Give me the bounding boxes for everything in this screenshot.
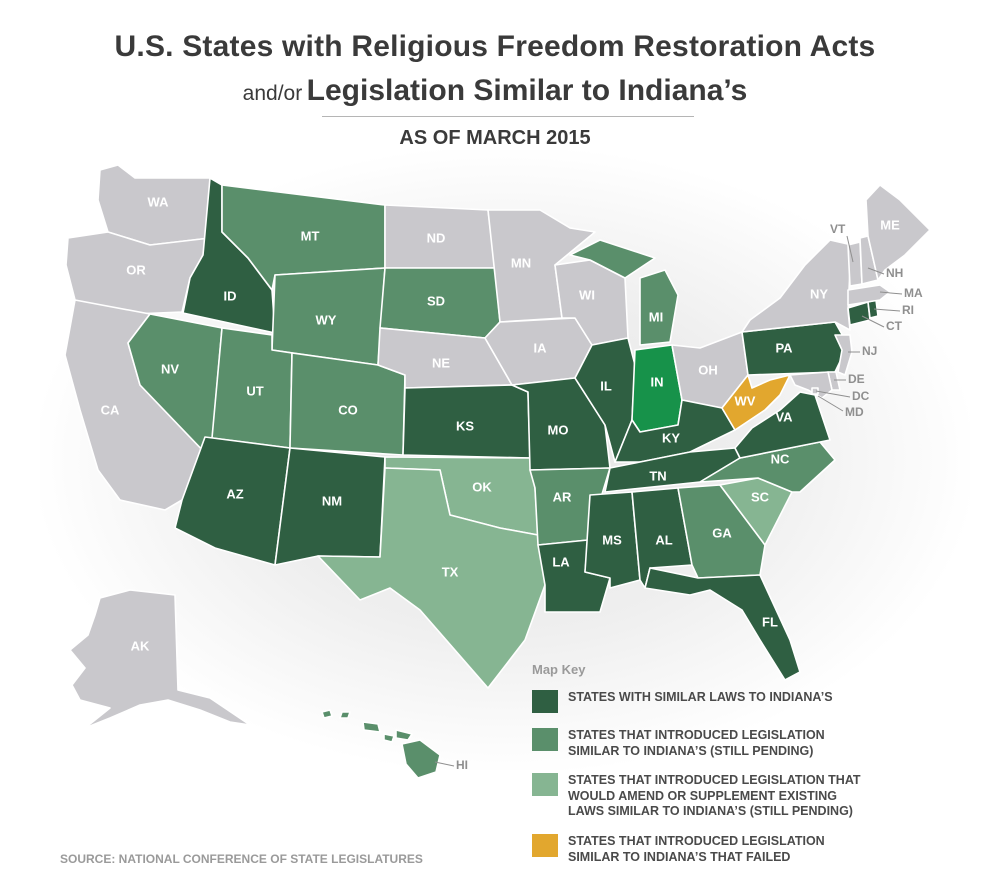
leader-line-vt [846,235,854,263]
state-va[interactable] [734,391,831,459]
state-ny[interactable] [741,239,853,333]
state-label-ri: RI [902,303,914,317]
state-label-sc: SC [751,489,770,504]
state-label-nj: NJ [862,344,877,358]
state-label-tx: TX [442,564,459,579]
state-ma[interactable] [847,284,891,306]
key-label: STATES THAT INTRODUCED LEGISLATION THAT … [568,773,861,818]
state-label-nv: NV [161,361,179,376]
leader-line-ri [873,308,901,312]
key-label: STATES THAT INTRODUCED LEGISLATION SIMIL… [568,834,825,864]
map-title: U.S. States with Religious Freedom Resto… [114,30,876,63]
state-label-nm: NM [322,493,342,508]
state-label-sd: SD [427,293,445,308]
key-swatch [532,690,558,713]
state-label-ks: KS [456,418,474,433]
state-label-md: MD [845,405,864,419]
key-swatch [532,773,558,796]
key-item: STATES THAT INTRODUCED LEGISLATION SIMIL… [532,728,918,759]
state-label-nd: ND [427,230,446,245]
state-label-ms: MS [602,532,622,547]
state-label-mo: MO [548,422,569,437]
state-label-co: CO [338,402,358,417]
state-label-nc: NC [771,451,790,466]
state-tx[interactable] [317,467,546,689]
state-label-wi: WI [579,287,595,302]
state-label-de: DE [848,372,865,386]
state-label-or: OR [126,262,146,277]
state-label-ca: CA [101,402,120,417]
state-ct[interactable] [847,301,871,326]
state-label-pa: PA [775,340,793,355]
state-label-hi: HI [456,758,468,772]
title-divider [322,116,694,117]
leader-line-md [817,395,844,412]
state-label-wy: WY [316,312,337,327]
key-item: STATES THAT INTRODUCED LEGISLATION SIMIL… [532,834,918,865]
leader-line-hi [434,761,455,767]
state-label-ky: KY [662,430,680,445]
state-label-mi: MI [649,309,663,324]
state-label-va: VA [775,409,793,424]
key-swatch [532,728,558,751]
title-main: Legislation Similar to Indiana’s [306,74,748,107]
key-label: STATES WITH SIMILAR LAWS TO INDIANA’S [568,690,833,704]
key-swatch [532,834,558,857]
state-label-dc: DC [852,389,870,403]
state-hi[interactable] [321,709,441,779]
leader-line-nh [867,267,885,275]
state-label-la: LA [552,554,570,569]
state-dc[interactable] [811,387,819,395]
state-label-tn: TN [649,468,666,483]
state-label-ct: CT [886,319,903,333]
state-label-oh: OH [698,362,718,377]
state-label-ok: OK [472,479,492,494]
key-label: STATES THAT INTRODUCED LEGISLATION SIMIL… [568,728,825,758]
state-ak[interactable] [69,589,251,729]
state-label-ar: AR [553,489,572,504]
state-me[interactable] [865,184,931,281]
key-item: STATES WITH SIMILAR LAWS TO INDIANA’S [532,690,918,713]
state-mi[interactable] [569,239,679,346]
leader-line-ct [861,315,885,328]
state-label-wv: WV [735,393,756,408]
state-label-ne: NE [432,355,450,370]
state-label-id: ID [224,288,237,303]
leader-line-dc [815,390,851,398]
state-labels: WA OR CA ID NV MT WY UT CO AZ NM ND SD NE KS OK TX MN IA MO… [101,194,900,653]
state-label-ma: MA [904,286,923,300]
state-label-ak: AK [131,638,150,653]
date-subtitle: AS OF MARCH 2015 [399,127,591,149]
map-key-title: Map Key [532,662,586,677]
key-item: STATES THAT INTRODUCED LEGISLATION THAT … [532,773,918,820]
state-label-fl: FL [762,614,778,629]
state-label-wa: WA [148,194,170,209]
state-label-me: ME [880,217,900,232]
state-label-ia: IA [534,340,548,355]
state-label-az: AZ [226,486,243,501]
state-label-ut: UT [246,383,263,398]
state-label-al: AL [655,532,672,547]
map-subtitle-line: and/or Legislation Similar to Indiana’s [0,74,990,108]
state-fl[interactable] [644,567,801,681]
title-prefix: and/or [242,82,303,105]
state-nj[interactable] [834,334,853,376]
state-label-ny: NY [810,286,828,301]
source-note: SOURCE: NATIONAL CONFERENCE OF STATE LEG… [60,852,423,866]
state-label-ga: GA [712,525,732,540]
state-label-nh: NH [886,266,903,280]
state-label-vt: VT [830,222,846,236]
state-label-il: IL [600,378,612,393]
state-label-mn: MN [511,255,531,270]
state-label-mt: MT [301,228,320,243]
state-label-in: IN [651,374,664,389]
leader-line-ma [879,291,903,295]
